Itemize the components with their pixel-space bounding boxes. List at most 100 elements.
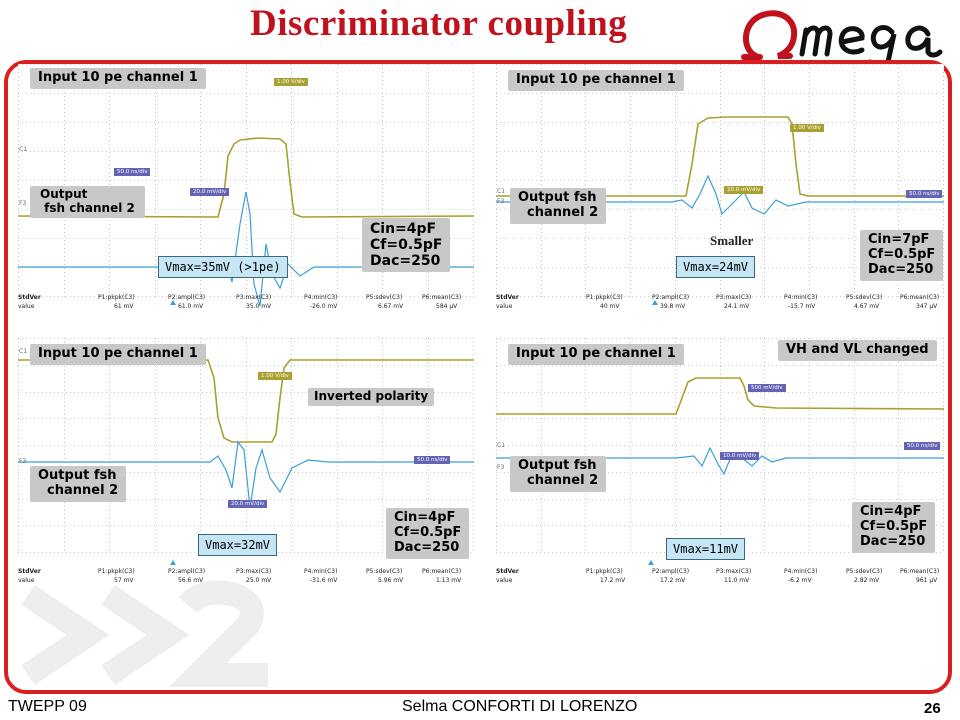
scale-tag-ch1: 500 mV/div (748, 384, 786, 392)
meas-value-2: 17.2 mV (660, 577, 686, 584)
output-trace (496, 174, 944, 216)
marker-f3: F3 (497, 464, 505, 471)
meas-value-2: 61.0 mV (178, 303, 204, 310)
marker-c1: C1 (19, 146, 28, 153)
scope-panel-3: Input 10 pe channel 1 Output fsh channel… (18, 338, 474, 576)
meas-header-3: P3:max(C3) (716, 568, 752, 575)
meas-value-4: -15.7 mV (788, 303, 816, 310)
input-channel-label: Input 10 pe channel 1 (30, 68, 206, 89)
scope-traces (18, 359, 474, 509)
meas-value-6: 347 µV (916, 303, 938, 310)
meas-value-1: 40 mV (600, 303, 620, 310)
marker-f3: F3 (497, 198, 505, 205)
scale-tag-ch3: 20.0 mV/div (228, 500, 268, 508)
meas-header-4: P4:min(C3) (304, 568, 338, 575)
smaller-annotation: Smaller (710, 233, 754, 248)
output-channel-label: Output fsh channel 2 (510, 456, 607, 492)
meas-value-4: -6.2 mV (788, 577, 812, 584)
meas-value-1: 61 mV (114, 303, 134, 310)
meas-header-0: StdVer (496, 568, 519, 575)
meas-value-2: 56.6 mV (178, 577, 204, 584)
scope-traces (496, 116, 944, 216)
meas-value-5: 4.67 mV (854, 303, 880, 310)
meas-value-2: 39.8 mV (660, 303, 686, 310)
trigger-marker (170, 300, 176, 305)
meas-header-0: StdVer (18, 568, 41, 575)
meas-header-5: P5:sdev(C3) (846, 568, 883, 575)
scale-tag-ch3: 10.0 mV/div (720, 452, 760, 460)
params-label: Cin=7pF Cf=0.5pF Dac=250 (860, 230, 944, 281)
scale-tag-ch3: 20.0 mV/div (724, 186, 764, 194)
meas-value-6: 584 µV (436, 303, 458, 310)
meas-header-2: P2:ampl(C3) (652, 294, 690, 301)
extra-label: VH and VL changed (778, 340, 937, 361)
meas-value-4: -31.6 mV (310, 577, 338, 584)
scale-tag-ch1: 1.00 V/div (274, 78, 308, 86)
input-channel-label: Input 10 pe channel 1 (508, 70, 684, 91)
meas-value-1: 57 mV (114, 577, 134, 584)
input-channel-label: Input 10 pe channel 1 (30, 344, 206, 365)
meas-header-5: P5:sdev(C3) (366, 568, 403, 575)
scope-traces (496, 377, 944, 476)
meas-header-6: P6:mean(C3) (422, 294, 462, 301)
meas-header-4: P4:min(C3) (304, 294, 338, 301)
params-label: Cin=4pF Cf=0.5pF Dac=250 (852, 502, 936, 553)
params-label: Cin=4pF Cf=0.5pF Dac=250 (386, 508, 470, 559)
input-trace (496, 377, 944, 415)
meas-value-1: 17.2 mV (600, 577, 626, 584)
measurement-row-4: StdVer value P1:pkpk(C3) 17.2 mV P2:ampl… (496, 568, 944, 590)
input-trace (496, 116, 944, 197)
marker-c1: C1 (497, 442, 506, 449)
output-channel-label: Output fsh channel 2 (510, 188, 607, 224)
omega-logo (741, 10, 943, 70)
trigger-marker (648, 560, 654, 565)
output-channel-label: Output fsh channel 2 (30, 186, 145, 218)
meas-header-6: P6:mean(C3) (900, 294, 940, 301)
meas-value-0: value (18, 577, 35, 584)
meas-value-6: 1.13 mV (436, 577, 462, 584)
params-label: Cin=4pF Cf=0.5pF Dac=250 (362, 218, 451, 273)
meas-header-1: P1:pkpk(C3) (586, 568, 623, 575)
trigger-marker (652, 300, 658, 305)
meas-header-2: P2:ampl(C3) (168, 568, 206, 575)
meas-value-5: 6.67 mV (378, 303, 404, 310)
meas-header-3: P3:max(C3) (716, 294, 752, 301)
meas-header-1: P1:pkpk(C3) (98, 568, 135, 575)
scale-tag-time: 50.0 ns/div (904, 442, 941, 450)
meas-value-4: -26.0 mV (310, 303, 338, 310)
scale-tag-time: 50.0 ns/div (114, 168, 151, 176)
output-trace (496, 446, 944, 476)
marker-f3: F3 (19, 458, 27, 465)
scale-tag-ch1: 1.00 V/div (258, 372, 292, 380)
scale-tag-ch3: 20.0 mV/div (190, 188, 230, 196)
input-channel-label: Input 10 pe channel 1 (508, 344, 684, 365)
trigger-marker (170, 560, 176, 565)
footer-conference: TWEPP 09 (8, 698, 87, 715)
meas-value-0: value (18, 303, 35, 310)
meas-header-5: P5:sdev(C3) (366, 294, 403, 301)
meas-header-3: P3:max(C3) (236, 568, 272, 575)
scope-panel-2: Input 10 pe channel 1 Output fsh channel… (496, 64, 944, 320)
meas-header-5: P5:sdev(C3) (846, 294, 883, 301)
meas-header-6: P6:mean(C3) (422, 568, 462, 575)
output-trace (18, 440, 474, 509)
meas-header-4: P4:min(C3) (784, 568, 818, 575)
scale-tag-time: 50.0 ns/div (906, 190, 943, 198)
vmax-label: Vmax=11mV (666, 538, 746, 560)
vmax-label: Vmax=35mV (>1pe) (158, 256, 288, 278)
meas-value-6: 961 µV (916, 577, 938, 584)
meas-header-6: P6:mean(C3) (900, 568, 940, 575)
vmax-label: Vmax=32mV (198, 534, 278, 556)
meas-header-2: P2:ampl(C3) (168, 294, 206, 301)
marker-c1: C1 (497, 188, 506, 195)
meas-header-0: StdVer (18, 294, 41, 301)
extra-label: Inverted polarity (308, 388, 435, 406)
meas-header-2: P2:ampl(C3) (652, 568, 690, 575)
slide-title: Discriminator coupling (250, 3, 628, 44)
page-number: 26 (924, 700, 941, 717)
scope-panel-1: Input 10 pe channel 1 Output fsh channel… (18, 64, 474, 320)
meas-value-5: 5.96 mV (378, 577, 404, 584)
meas-header-1: P1:pkpk(C3) (586, 294, 623, 301)
measurement-row-1: StdVer value P1:pkpk(C3) 61 mV P2:ampl(C… (18, 294, 474, 316)
